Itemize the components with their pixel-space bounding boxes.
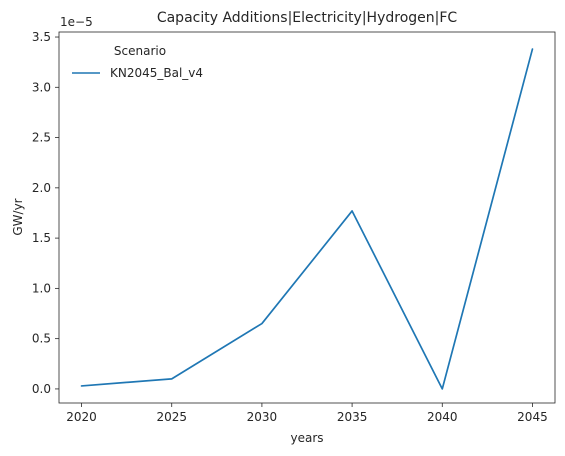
x-axis-label: years	[290, 431, 323, 445]
chart-title: Capacity Additions|Electricity|Hydrogen|…	[157, 10, 458, 26]
legend-title: Scenario	[114, 44, 166, 58]
legend-entry-kn2045-bal-v4: KN2045_Bal_v4	[110, 66, 203, 80]
y-tick-label: 3.0	[32, 80, 51, 94]
x-tick-label: 2025	[156, 410, 187, 424]
y-tick-label: 2.0	[32, 181, 51, 195]
y-axis: 0.0 0.5 1.0 1.5 2.0 2.5 3.0 3.5	[32, 30, 59, 396]
y-tick-label: 0.0	[32, 382, 51, 396]
x-tick-label: 2040	[427, 410, 458, 424]
y-axis-label: GW/yr	[11, 198, 25, 235]
series-line-0	[80, 48, 534, 390]
y-tick-label: 1.0	[32, 281, 51, 295]
plot-frame	[58, 31, 556, 404]
x-tick-label: 2035	[337, 410, 368, 424]
x-tick-label: 2020	[66, 410, 97, 424]
y-scale-label: 1e−5	[60, 15, 93, 29]
y-tick-label: 1.5	[32, 231, 51, 245]
series-layer	[80, 48, 534, 390]
y-tick-label: 0.5	[32, 332, 51, 346]
y-tick-label: 2.5	[32, 131, 51, 145]
x-tick-label: 2030	[247, 410, 278, 424]
x-axis: 2020 2025 2030 2035 2040 2045	[66, 403, 548, 424]
x-tick-label: 2045	[517, 410, 548, 424]
plot-area	[58, 31, 556, 404]
legend: Scenario KN2045_Bal_v4	[72, 44, 203, 80]
y-tick-label: 3.5	[32, 30, 51, 44]
